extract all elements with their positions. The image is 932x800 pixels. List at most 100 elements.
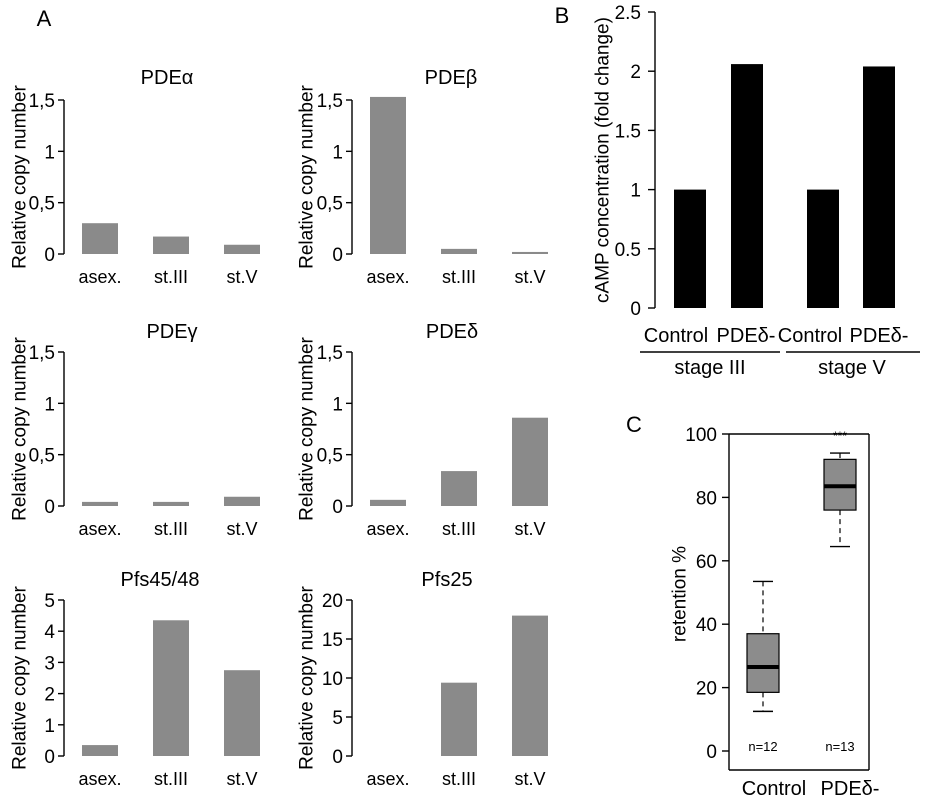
panel-label-b: B bbox=[555, 3, 570, 28]
y-tick-label: 20 bbox=[696, 679, 717, 700]
y-tick-label: 0.5 bbox=[615, 240, 641, 261]
y-tick-label: 0 bbox=[332, 747, 343, 768]
y-tick-label: 20 bbox=[322, 591, 343, 612]
y-axis-label: retention % bbox=[670, 546, 691, 642]
chart-title: Pfs25 bbox=[421, 569, 472, 591]
y-tick-label: 5 bbox=[44, 591, 55, 612]
y-tick-label: 0,5 bbox=[29, 194, 55, 215]
y-tick-label: 1,5 bbox=[317, 91, 343, 112]
y-tick-label: 1 bbox=[332, 394, 343, 415]
n-label: n=12 bbox=[748, 739, 777, 754]
y-tick-label: 2 bbox=[630, 62, 641, 83]
bar bbox=[512, 417, 548, 506]
y-tick-label: 3 bbox=[44, 653, 55, 674]
y-tick-label: 0 bbox=[44, 245, 55, 266]
y-axis-label: Relative copy number bbox=[297, 336, 318, 520]
x-tick-label: st.V bbox=[514, 267, 545, 287]
x-tick-label: st.III bbox=[154, 267, 188, 287]
y-tick-label: 0 bbox=[706, 742, 717, 763]
x-tick-label: st.V bbox=[226, 519, 257, 539]
x-tick-label: asex. bbox=[78, 769, 121, 789]
bar bbox=[153, 501, 189, 506]
chart-title: PDEβ bbox=[425, 67, 478, 89]
y-tick-label: 0 bbox=[44, 497, 55, 518]
x-tick-label: asex. bbox=[78, 519, 121, 539]
x-tick-label: st.III bbox=[442, 769, 476, 789]
x-tick-label: PDEδ- bbox=[850, 325, 909, 347]
y-tick-label: 100 bbox=[685, 425, 717, 446]
y-tick-label: 1,5 bbox=[317, 343, 343, 364]
bar bbox=[82, 223, 118, 254]
y-tick-label: 2 bbox=[44, 685, 55, 706]
y-tick-label: 10 bbox=[322, 669, 343, 690]
bar-chart-3: 0 0,5 1 1,5 asex. st.III st.V PDEγ Relative copy… bbox=[10, 321, 260, 539]
y-axis-label: Relative copy number bbox=[10, 585, 31, 769]
y-axis-label: Relative copy number bbox=[10, 336, 31, 520]
box-iqr bbox=[746, 633, 780, 693]
y-tick-label: 60 bbox=[696, 552, 717, 573]
bar-chart-6: 0 5 10 15 20 asex. st.III st.V Pfs25 Relative cop… bbox=[297, 569, 548, 789]
bar bbox=[153, 236, 189, 254]
x-tick-label: asex. bbox=[366, 519, 409, 539]
y-tick-label: 2.5 bbox=[615, 3, 641, 24]
y-tick-label: 0 bbox=[630, 299, 641, 320]
x-tick-label: Control bbox=[644, 325, 708, 347]
y-tick-label: 80 bbox=[696, 488, 717, 509]
x-tick-label: asex. bbox=[78, 267, 121, 287]
bar bbox=[82, 501, 118, 506]
y-tick-label: 1 bbox=[44, 716, 55, 737]
bar bbox=[370, 96, 406, 254]
bar bbox=[807, 189, 839, 308]
x-tick-label: Control bbox=[778, 325, 842, 347]
x-tick-label: Control bbox=[742, 778, 806, 800]
y-tick-label: 4 bbox=[44, 622, 55, 643]
y-tick-label: 1 bbox=[44, 394, 55, 415]
y-tick-label: 0,5 bbox=[317, 194, 343, 215]
y-tick-label: 1 bbox=[630, 181, 641, 202]
y-axis-label: Relative copy number bbox=[297, 585, 318, 769]
x-tick-label: PDEδ- bbox=[717, 325, 776, 347]
box: n=13 *** bbox=[823, 429, 857, 754]
y-tick-label: 1 bbox=[332, 142, 343, 163]
bar bbox=[441, 471, 477, 506]
x-tick-label: st.III bbox=[154, 519, 188, 539]
y-tick-label: 5 bbox=[332, 708, 343, 729]
bar-chart-2: 0 0,5 1 1,5 asex. st.III st.V PDEβ Relative copy… bbox=[297, 67, 548, 287]
x-tick-label: st.III bbox=[442, 519, 476, 539]
box-plot-retention: 0 20 40 60 80 100 n=12 n=13 *** Control PDEδ-reten… bbox=[670, 425, 880, 800]
x-tick-label: PDEδ- bbox=[821, 778, 880, 800]
x-tick-label: asex. bbox=[366, 267, 409, 287]
panel-label-a: A bbox=[37, 6, 52, 31]
bar-chart-1: 0 0,5 1 1,5 asex. st.III st.V PDEα Relative copy… bbox=[10, 67, 260, 287]
n-label: n=13 bbox=[825, 739, 854, 754]
x-tick-label: asex. bbox=[366, 769, 409, 789]
chart-title: Pfs45/48 bbox=[121, 569, 200, 591]
significance-label: *** bbox=[833, 429, 847, 443]
bar bbox=[370, 499, 406, 506]
y-tick-label: 15 bbox=[322, 630, 343, 651]
bar-chart-4: 0 0,5 1 1,5 asex. st.III st.V PDEδ Relative copy… bbox=[297, 321, 548, 539]
bar bbox=[224, 670, 260, 756]
bar bbox=[224, 496, 260, 506]
bar bbox=[441, 248, 477, 254]
x-tick-label: st.III bbox=[154, 769, 188, 789]
charts-layer: 0 0,5 1 1,5 asex. st.III st.V PDEα Relative copy… bbox=[10, 3, 920, 800]
y-tick-label: 0,5 bbox=[29, 446, 55, 467]
chart-title: PDEδ bbox=[426, 321, 478, 343]
bar bbox=[153, 620, 189, 756]
bar bbox=[674, 189, 706, 308]
bar bbox=[82, 745, 118, 756]
x-tick-label: st.V bbox=[226, 267, 257, 287]
y-tick-label: 1 bbox=[44, 142, 55, 163]
bar-chart-5: 0 1 2 3 4 5 asex. st.III st.V Pfs45/48 Relative co… bbox=[10, 569, 260, 789]
y-tick-label: 1,5 bbox=[29, 91, 55, 112]
group-label: stage V bbox=[818, 357, 886, 379]
bar bbox=[863, 66, 895, 309]
bar bbox=[731, 64, 763, 308]
x-tick-label: st.V bbox=[514, 769, 545, 789]
y-tick-label: 0 bbox=[332, 245, 343, 266]
chart-title: PDEγ bbox=[146, 321, 197, 343]
y-tick-label: 1.5 bbox=[615, 121, 641, 142]
